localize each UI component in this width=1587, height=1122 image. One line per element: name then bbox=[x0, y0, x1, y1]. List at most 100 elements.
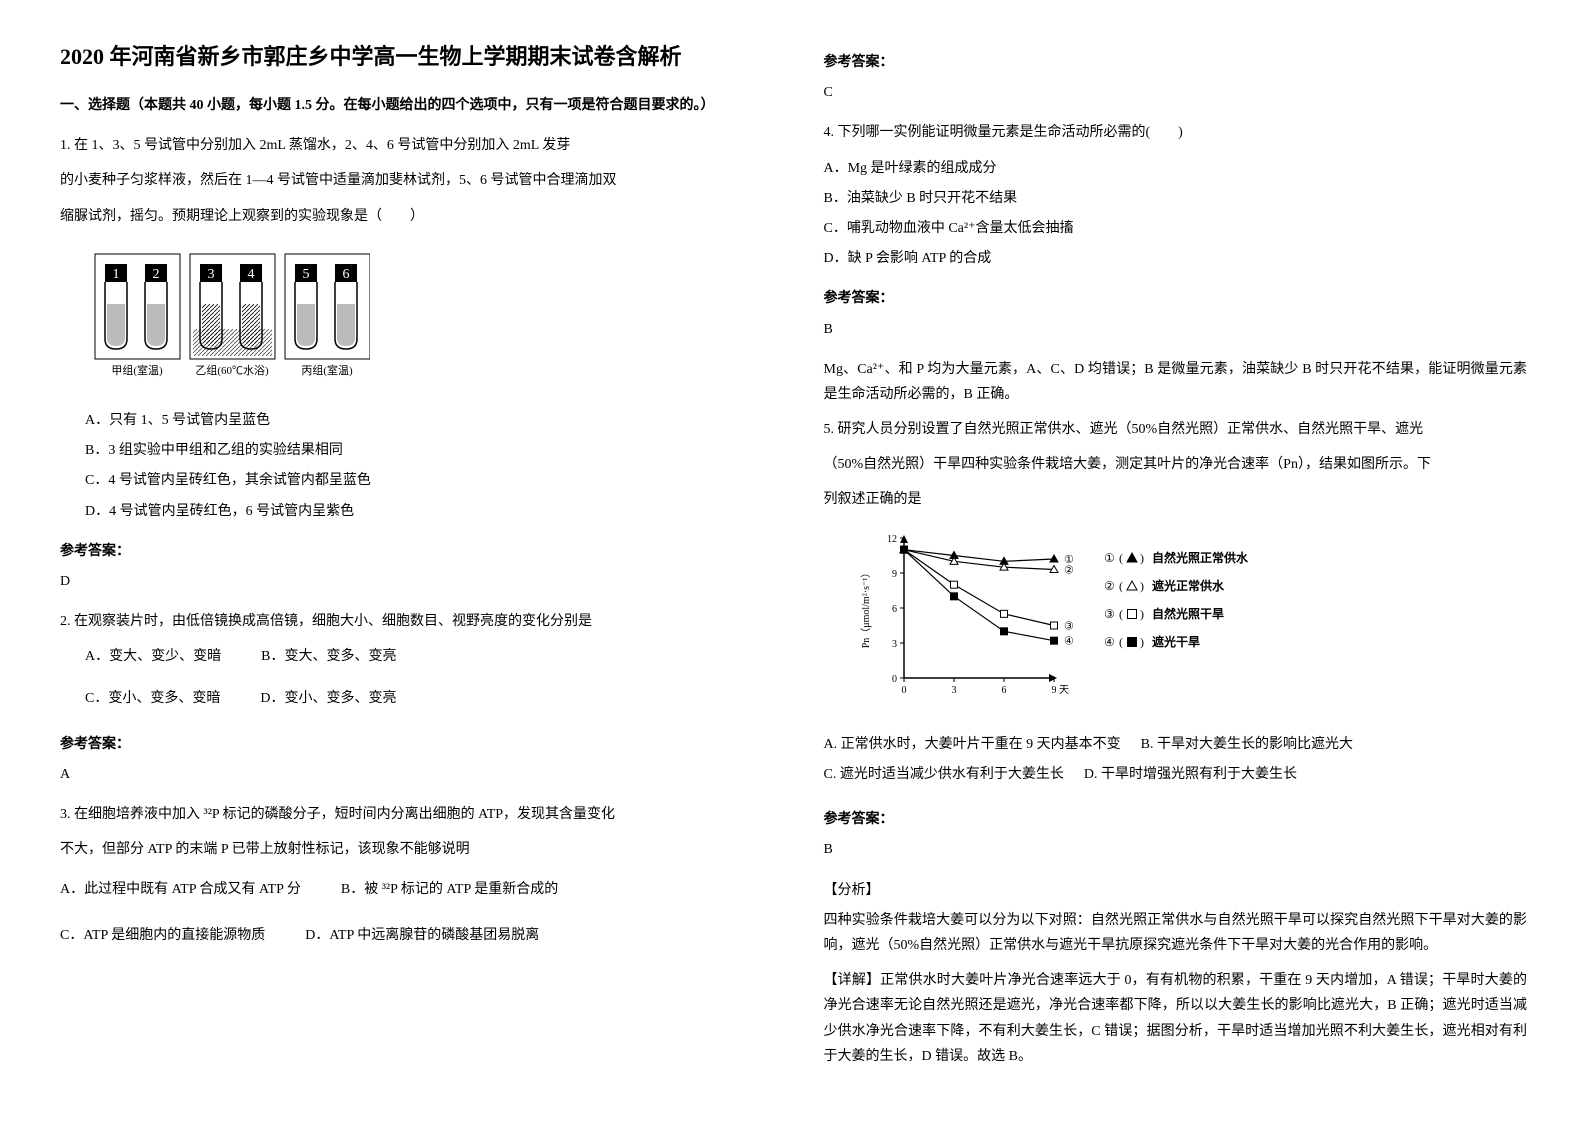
svg-text:): ) bbox=[1140, 579, 1144, 593]
q1-text-line1: 1. 在 1、3、5 号试管中分别加入 2mL 蒸馏水，2、4、6 号试管中分别… bbox=[60, 133, 764, 158]
q5-opt-a: A. 正常供水时，大姜叶片干重在 9 天内基本不变 bbox=[824, 732, 1121, 757]
svg-text:3: 3 bbox=[892, 639, 897, 650]
q5-answer-label: 参考答案： bbox=[824, 807, 1528, 832]
q3-answer-label: 参考答案： bbox=[824, 50, 1528, 75]
q5-text-line3: 列叙述正确的是 bbox=[824, 487, 1528, 512]
svg-text:(: ( bbox=[1119, 607, 1123, 621]
q3-opt-c: C．ATP 是细胞内的直接能源物质 bbox=[60, 923, 265, 948]
q1-text-line2: 的小麦种子匀浆样液，然后在 1—4 号试管中适量滴加斐林试剂，5、6 号试管中合… bbox=[60, 168, 764, 193]
tube-6-label: 6 bbox=[343, 267, 350, 282]
q5-analysis-2-text: 正常供水时大姜叶片净光合速率远大于 0，有有机物的积累，干重在 9 天内增加，A… bbox=[824, 973, 1528, 1064]
question-3: 3. 在细胞培养液中加入 ³²P 标记的磷酸分子，短时间内分离出细胞的 ATP，… bbox=[60, 802, 764, 953]
q3-opt-a: A．此过程中既有 ATP 合成又有 ATP 分 bbox=[60, 877, 301, 902]
left-column: 2020 年河南省新乡市郭庄乡中学高一生物上学期期末试卷含解析 一、选择题（本题… bbox=[60, 40, 764, 1079]
svg-text:自然光照正常供水: 自然光照正常供水 bbox=[1152, 550, 1249, 565]
svg-text:): ) bbox=[1140, 551, 1144, 565]
svg-text:): ) bbox=[1140, 635, 1144, 649]
group3-label: 丙组(室温) bbox=[301, 363, 353, 377]
svg-text:0: 0 bbox=[892, 674, 897, 685]
q5-text-line1: 5. 研究人员分别设置了自然光照正常供水、遮光（50%自然光照）正常供水、自然光… bbox=[824, 417, 1528, 442]
svg-text:自然光照干旱: 自然光照干旱 bbox=[1152, 606, 1224, 621]
q1-figure: 1 2 3 bbox=[90, 244, 370, 393]
q5-figure: 0369120369Pn（μmol/m²·s⁻¹）天①②③④①()自然光照正常供… bbox=[854, 528, 1304, 717]
q2-opt-d: D．变小、变多、变亮 bbox=[260, 686, 396, 711]
q4-analysis: Mg、Ca²⁺、和 P 均为大量元素，A、C、D 均错误；B 是微量元素，油菜缺… bbox=[824, 357, 1528, 407]
q2-opt-b: B．变大、变多、变亮 bbox=[261, 644, 396, 669]
right-column: 参考答案： C 4. 下列哪一实例能证明微量元素是生命活动所必需的( ) A．M… bbox=[824, 40, 1528, 1079]
q3-options-row1: A．此过程中既有 ATP 合成又有 ATP 分 B．被 ³²P 标记的 ATP … bbox=[60, 877, 764, 907]
q4-opt-c: C．哺乳动物血液中 Ca²⁺含量太低会抽搐 bbox=[824, 216, 1528, 241]
svg-text:3: 3 bbox=[951, 685, 956, 696]
svg-text:12: 12 bbox=[887, 534, 897, 545]
tube-4-label: 4 bbox=[248, 267, 255, 282]
q3-text-line2: 不大，但部分 ATP 的末端 P 已带上放射性标记，该现象不能够说明 bbox=[60, 837, 764, 862]
q2-options-row2: C．变小、变多、变暗 D．变小、变多、变亮 bbox=[85, 686, 764, 716]
q3-text-line1: 3. 在细胞培养液中加入 ³²P 标记的磷酸分子，短时间内分离出细胞的 ATP，… bbox=[60, 802, 764, 827]
group1-label: 甲组(室温) bbox=[111, 363, 163, 377]
question-4: 4. 下列哪一实例能证明微量元素是生命活动所必需的( ) A．Mg 是叶绿素的组… bbox=[824, 120, 1528, 271]
q1-opt-a: A．只有 1、5 号试管内呈蓝色 bbox=[85, 408, 764, 433]
tube-3-label: 3 bbox=[208, 267, 215, 282]
svg-text:9: 9 bbox=[892, 569, 897, 580]
q5-options-2: C. 遮光时适当减少供水有利于大姜生长 D. 干旱时增强光照有利于大姜生长 bbox=[824, 762, 1528, 792]
q1-answer: D bbox=[60, 569, 764, 594]
group2-label: 乙组(60℃水浴) bbox=[195, 363, 269, 377]
q2-text: 2. 在观察装片时，由低倍镜换成高倍镜，细胞大小、细胞数目、视野亮度的变化分别是 bbox=[60, 609, 764, 634]
q1-opt-c: C．4 号试管内呈砖红色，其余试管内都呈蓝色 bbox=[85, 468, 764, 493]
q5-answer: B bbox=[824, 837, 1528, 862]
q2-opt-a: A．变大、变少、变暗 bbox=[85, 644, 221, 669]
tube-5-label: 5 bbox=[303, 267, 310, 282]
tube-2-label: 2 bbox=[153, 267, 160, 282]
q3-options-row2: C．ATP 是细胞内的直接能源物质 D．ATP 中远离腺苷的磷酸基团易脱离 bbox=[60, 923, 764, 953]
q2-answer: A bbox=[60, 762, 764, 787]
q5-analysis-label: 【分析】 bbox=[824, 878, 1528, 903]
q3-opt-b: B．被 ³²P 标记的 ATP 是重新合成的 bbox=[341, 877, 558, 902]
q4-opt-b: B．油菜缺少 B 时只开花不结果 bbox=[824, 186, 1528, 211]
question-1: 1. 在 1、3、5 号试管中分别加入 2mL 蒸馏水，2、4、6 号试管中分别… bbox=[60, 133, 764, 524]
svg-text:Pn（μmol/m²·s⁻¹）: Pn（μmol/m²·s⁻¹） bbox=[860, 567, 872, 648]
q1-text-line3: 缩脲试剂，摇匀。预期理论上观察到的实验现象是（ ） bbox=[60, 204, 764, 229]
svg-text:6: 6 bbox=[892, 604, 897, 615]
q4-opt-a: A．Mg 是叶绿素的组成成分 bbox=[824, 156, 1528, 181]
q4-answer-label: 参考答案： bbox=[824, 286, 1528, 311]
svg-text:②: ② bbox=[1064, 564, 1074, 576]
q2-answer-label: 参考答案： bbox=[60, 732, 764, 757]
q4-answer: B bbox=[824, 317, 1528, 342]
svg-text:天: 天 bbox=[1059, 685, 1069, 696]
q1-options: A．只有 1、5 号试管内呈蓝色 B．3 组实验中甲组和乙组的实验结果相同 C．… bbox=[85, 408, 764, 524]
svg-text:(: ( bbox=[1119, 635, 1123, 649]
svg-text:9: 9 bbox=[1051, 685, 1056, 696]
q3-opt-d: D．ATP 中远离腺苷的磷酸基团易脱离 bbox=[305, 923, 539, 948]
q5-opt-d: D. 干旱时增强光照有利于大姜生长 bbox=[1084, 762, 1297, 787]
svg-text:6: 6 bbox=[1001, 685, 1006, 696]
svg-text:(: ( bbox=[1119, 551, 1123, 565]
q2-opt-c: C．变小、变多、变暗 bbox=[85, 686, 220, 711]
q3-answer: C bbox=[824, 80, 1528, 105]
svg-text:遮光干旱: 遮光干旱 bbox=[1152, 634, 1200, 649]
q5-detail-label: 【详解】 bbox=[824, 973, 881, 988]
q4-text: 4. 下列哪一实例能证明微量元素是生命活动所必需的( ) bbox=[824, 120, 1528, 145]
q5-text-line2: （50%自然光照）干旱四种实验条件栽培大姜，测定其叶片的净光合速率（Pn），结果… bbox=[824, 452, 1528, 477]
q5-analysis-2: 【详解】正常供水时大姜叶片净光合速率远大于 0，有有机物的积累，干重在 9 天内… bbox=[824, 968, 1528, 1069]
svg-text:(: ( bbox=[1119, 579, 1123, 593]
q1-opt-d: D．4 号试管内呈砖红色，6 号试管内呈紫色 bbox=[85, 499, 764, 524]
q2-options-row1: A．变大、变少、变暗 B．变大、变多、变亮 bbox=[85, 644, 764, 674]
question-5: 5. 研究人员分别设置了自然光照正常供水、遮光（50%自然光照）正常供水、自然光… bbox=[824, 417, 1528, 792]
svg-text:④: ④ bbox=[1064, 635, 1074, 647]
svg-text:0: 0 bbox=[901, 685, 906, 696]
q5-analysis-1: 四种实验条件栽培大姜可以分为以下对照：自然光照正常供水与自然光照干旱可以探究自然… bbox=[824, 908, 1528, 958]
svg-text:③: ③ bbox=[1104, 607, 1115, 621]
q5-opt-c: C. 遮光时适当减少供水有利于大姜生长 bbox=[824, 762, 1064, 787]
q5-opt-b: B. 干旱对大姜生长的影响比遮光大 bbox=[1141, 732, 1353, 757]
q4-opt-d: D．缺 P 会影响 ATP 的合成 bbox=[824, 246, 1528, 271]
svg-text:②: ② bbox=[1104, 579, 1115, 593]
svg-text:④: ④ bbox=[1104, 635, 1115, 649]
section-title: 一、选择题（本题共 40 小题，每小题 1.5 分。在每小题给出的四个选项中，只… bbox=[60, 93, 764, 118]
svg-text:③: ③ bbox=[1064, 620, 1074, 632]
q5-options: A. 正常供水时，大姜叶片干重在 9 天内基本不变 B. 干旱对大姜生长的影响比… bbox=[824, 732, 1528, 762]
question-2: 2. 在观察装片时，由低倍镜换成高倍镜，细胞大小、细胞数目、视野亮度的变化分别是… bbox=[60, 609, 764, 717]
svg-text:遮光正常供水: 遮光正常供水 bbox=[1152, 578, 1225, 593]
q1-answer-label: 参考答案： bbox=[60, 539, 764, 564]
svg-text:①: ① bbox=[1104, 551, 1115, 565]
page-title: 2020 年河南省新乡市郭庄乡中学高一生物上学期期末试卷含解析 bbox=[60, 40, 764, 73]
